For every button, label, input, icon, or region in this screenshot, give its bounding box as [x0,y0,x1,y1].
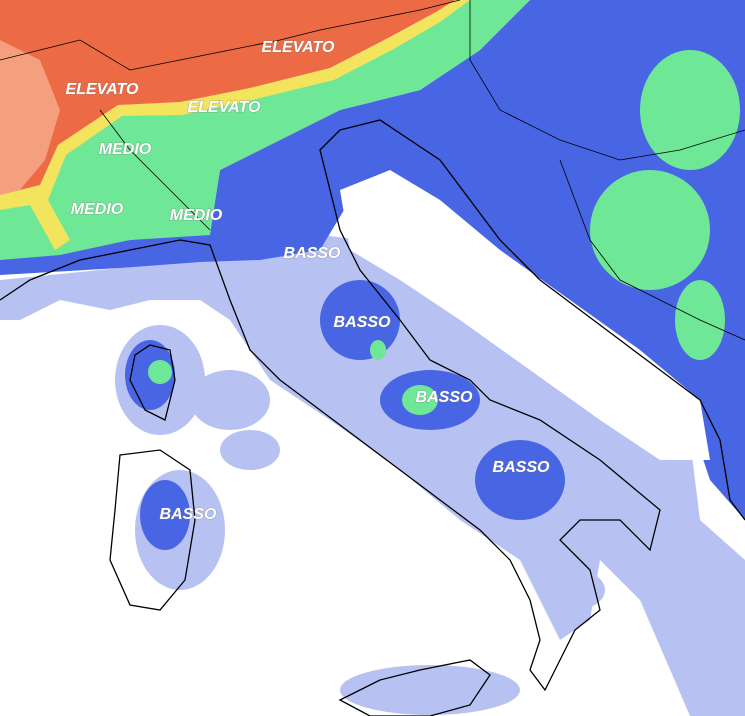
risk-label: ELEVATO [66,81,139,98]
risk-label: ELEVATO [262,39,335,56]
medium-zone [0,0,740,415]
low-blue-zone [0,0,745,550]
sea [340,170,710,460]
risk-label: BASSO [416,389,473,406]
risk-label: BASSO [493,459,550,476]
risk-label: BASSO [334,314,391,331]
risk-label: BASSO [160,506,217,523]
transition-band [0,0,470,250]
risk-label: ELEVATO [188,99,261,116]
high-zone [0,0,455,195]
high-light-zone [0,40,60,195]
risk-label: MEDIO [99,141,152,158]
risk-label: MEDIO [71,201,124,218]
risk-label: BASSO [284,245,341,262]
risk-label: MEDIO [170,207,223,224]
